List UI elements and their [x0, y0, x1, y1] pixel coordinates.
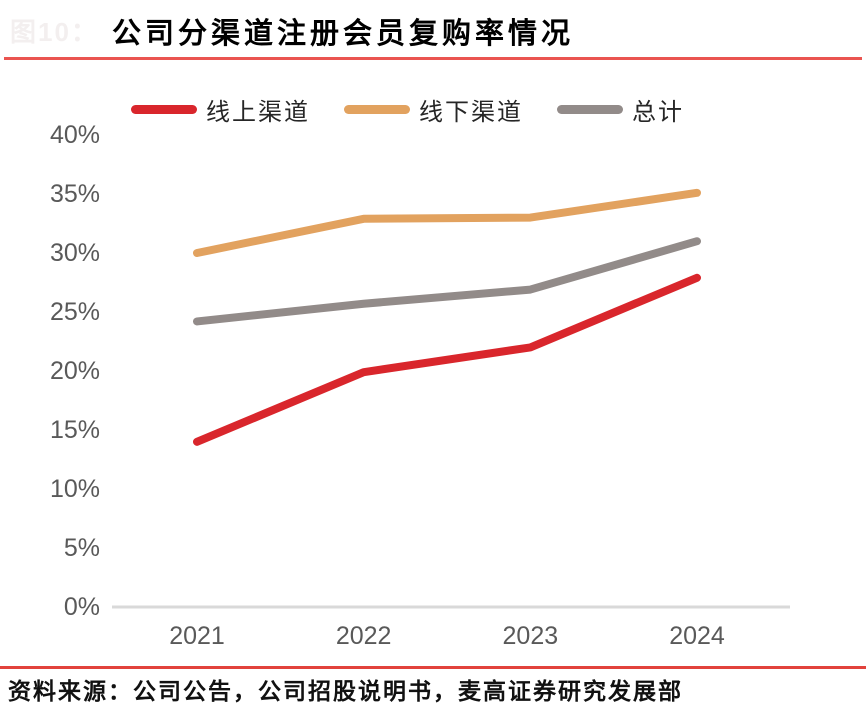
legend-label: 总计 [632, 100, 684, 126]
series-line-总计 [193, 237, 701, 326]
x-tick-label: 2022 [335, 622, 392, 650]
clipped-text-line: 资料来源：公司公告，公司招股说明书，麦高证券研究发展部 [8, 705, 683, 712]
legend-label: 线下渠道 [419, 100, 523, 126]
x-tick-label: 2021 [169, 622, 225, 650]
x-tick-label: 2023 [502, 622, 559, 650]
legend-item: 线上渠道 [131, 92, 310, 127]
y-tick-label: 5% [63, 534, 100, 562]
legend-item: 总计 [557, 92, 684, 127]
source-attribution-text: 资料来源：公司公告，公司招股说明书，麦高证券研究发展部 [8, 679, 683, 704]
y-tick-label: 0% [63, 593, 100, 621]
y-tick-label: 20% [49, 357, 100, 385]
y-tick-label: 40% [49, 121, 100, 149]
y-tick-label: 30% [49, 239, 100, 267]
legend-swatch [131, 105, 197, 114]
figure-number-label: 图10： [10, 17, 99, 47]
series-line-线下渠道 [193, 188, 701, 257]
series-line-线上渠道 [193, 273, 701, 446]
y-tick-label: 25% [49, 298, 100, 326]
legend-swatch [557, 105, 623, 114]
y-tick-label: 35% [49, 180, 100, 208]
legend-label: 线上渠道 [206, 100, 310, 126]
chart-legend: 线上渠道 线下渠道 总计 [131, 92, 684, 127]
legend-item: 线下渠道 [344, 92, 523, 127]
y-tick-label: 10% [49, 475, 100, 503]
y-tick-label: 15% [49, 416, 100, 444]
chart-title: 公司分渠道注册会员复购率情况 [112, 18, 575, 50]
legend-swatch [344, 105, 410, 114]
x-tick-label: 2024 [669, 622, 725, 650]
footer-divider-rule [0, 666, 866, 669]
title-divider-rule [4, 57, 862, 60]
